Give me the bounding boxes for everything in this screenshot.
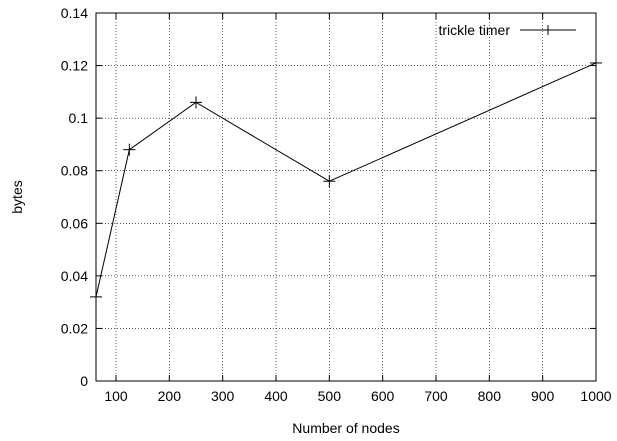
x-tick-label: 500 bbox=[318, 388, 342, 404]
x-tick-label: 300 bbox=[211, 388, 235, 404]
y-tick-label: 0.02 bbox=[61, 320, 88, 336]
data-point-marker bbox=[123, 143, 136, 156]
data-point-marker bbox=[590, 56, 602, 69]
x-tick-label: 1000 bbox=[580, 388, 611, 404]
x-tick-label: 800 bbox=[478, 388, 502, 404]
y-axis-label: bytes bbox=[9, 180, 25, 213]
x-tick-label: 600 bbox=[371, 388, 395, 404]
data-point-marker bbox=[190, 96, 202, 109]
y-tick-label: 0 bbox=[80, 373, 88, 389]
data-point-marker bbox=[323, 175, 336, 188]
legend-label: trickle timer bbox=[438, 22, 510, 38]
y-tick-label: 0.06 bbox=[61, 215, 88, 231]
y-tick-label: 0.04 bbox=[61, 268, 88, 284]
legend: trickle timer bbox=[438, 22, 576, 38]
axis-ticks: 100 200 300 400 500 600 700 800 900 1000 0 0.02 0.04… bbox=[61, 5, 612, 404]
series-group bbox=[90, 56, 602, 303]
grid-lines bbox=[96, 13, 596, 381]
x-tick-label: 200 bbox=[158, 388, 182, 404]
x-tick-label: 700 bbox=[424, 388, 448, 404]
y-tick-label: 0.12 bbox=[61, 58, 88, 74]
data-point-marker bbox=[90, 290, 102, 303]
x-axis-label: Number of nodes bbox=[292, 420, 399, 436]
x-tick-label: 100 bbox=[104, 388, 128, 404]
y-tick-label: 0.1 bbox=[69, 110, 89, 126]
series-line bbox=[95, 62, 597, 297]
y-tick-label: 0.08 bbox=[61, 163, 88, 179]
y-tick-label: 0.14 bbox=[61, 5, 88, 21]
x-tick-label: 400 bbox=[264, 388, 288, 404]
plot-frame bbox=[95, 12, 597, 382]
x-tick-label: 900 bbox=[531, 388, 555, 404]
